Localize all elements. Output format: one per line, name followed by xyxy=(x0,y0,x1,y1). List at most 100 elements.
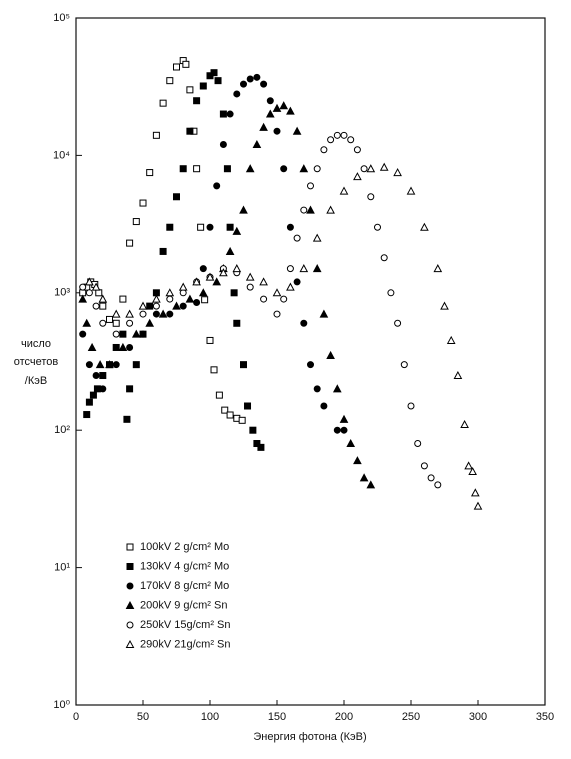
x-tick-label: 350 xyxy=(536,711,554,723)
data-point xyxy=(387,289,395,297)
data-point xyxy=(245,272,255,281)
data-point xyxy=(353,172,362,181)
data-point xyxy=(272,288,282,297)
data-point xyxy=(199,265,207,273)
data-point xyxy=(193,165,201,173)
data-point xyxy=(460,419,469,429)
y-tick-label: 10³ xyxy=(54,287,70,299)
data-point xyxy=(173,63,180,71)
data-point xyxy=(326,350,335,359)
data-point xyxy=(427,474,435,482)
data-point xyxy=(400,361,408,369)
data-point xyxy=(99,302,107,310)
data-point xyxy=(146,302,154,310)
data-point xyxy=(193,97,201,105)
data-point xyxy=(339,414,349,423)
data-point xyxy=(152,302,160,310)
data-point xyxy=(257,443,265,451)
data-point xyxy=(87,342,97,351)
data-point xyxy=(193,298,201,306)
data-point xyxy=(340,426,348,434)
data-point xyxy=(118,342,128,351)
data-point xyxy=(226,223,234,231)
data-point xyxy=(132,218,140,226)
data-point xyxy=(126,385,134,393)
data-point xyxy=(380,254,388,262)
data-point xyxy=(112,361,120,369)
data-point xyxy=(210,366,218,374)
data-point xyxy=(131,329,141,338)
data-point xyxy=(464,461,473,470)
data-point xyxy=(333,426,341,434)
data-point xyxy=(359,473,369,482)
data-point xyxy=(252,139,262,149)
data-point xyxy=(292,126,302,135)
data-point xyxy=(89,391,97,399)
x-tick-label: 150 xyxy=(268,711,286,723)
data-point xyxy=(246,283,254,291)
data-point xyxy=(173,193,180,201)
data-point xyxy=(394,319,402,327)
data-point xyxy=(266,97,274,105)
data-point xyxy=(332,384,342,393)
data-point xyxy=(219,141,227,149)
data-point xyxy=(132,361,140,369)
data-point xyxy=(279,101,289,110)
data-point xyxy=(210,69,218,77)
data-point xyxy=(273,127,281,135)
data-point xyxy=(111,309,121,318)
data-point xyxy=(192,277,201,286)
data-point xyxy=(300,319,308,327)
data-point xyxy=(85,398,93,406)
y-tick-label: 10² xyxy=(54,424,70,436)
data-point xyxy=(440,301,449,310)
data-point xyxy=(333,131,341,139)
data-point xyxy=(244,402,252,410)
data-point xyxy=(240,80,247,88)
legend-marker xyxy=(126,582,134,590)
data-point xyxy=(83,411,91,419)
data-point xyxy=(206,223,214,231)
data-point xyxy=(340,131,348,139)
data-point xyxy=(166,223,174,231)
data-point xyxy=(185,294,195,303)
data-point xyxy=(346,438,356,448)
data-point xyxy=(259,277,268,286)
data-point xyxy=(347,136,355,144)
data-point xyxy=(126,239,134,247)
data-point xyxy=(293,234,301,242)
legend-label: 100kV 2 g/cm² Mo xyxy=(140,541,229,553)
y-tick-label: 10⁵ xyxy=(53,12,70,24)
data-point xyxy=(360,165,368,173)
data-point xyxy=(205,272,215,281)
data-point xyxy=(470,488,480,497)
data-point xyxy=(312,264,322,273)
legend-marker xyxy=(125,639,135,648)
x-tick-label: 0 xyxy=(73,711,79,723)
data-point xyxy=(232,264,242,273)
data-point xyxy=(313,165,321,173)
data-point xyxy=(307,182,314,190)
data-point xyxy=(91,282,101,291)
data-point xyxy=(159,247,167,255)
data-point xyxy=(353,456,362,465)
legend-label: 130kV 4 g/cm² Mo xyxy=(140,560,229,572)
data-point xyxy=(253,440,261,448)
y-axis-label: число xyxy=(21,338,51,350)
data-point xyxy=(280,165,288,173)
data-point xyxy=(214,77,222,85)
data-point xyxy=(286,265,294,273)
data-point xyxy=(85,361,93,369)
data-point xyxy=(272,103,282,112)
data-point xyxy=(286,106,295,115)
legend-label: 290kV 21g/cm² Sn xyxy=(140,638,231,650)
data-point xyxy=(158,309,168,318)
data-point xyxy=(99,385,107,393)
data-point xyxy=(367,193,375,201)
data-point xyxy=(240,361,247,369)
data-point xyxy=(178,282,188,291)
data-point xyxy=(112,343,120,351)
data-point xyxy=(300,206,308,214)
x-tick-label: 100 xyxy=(201,711,219,723)
